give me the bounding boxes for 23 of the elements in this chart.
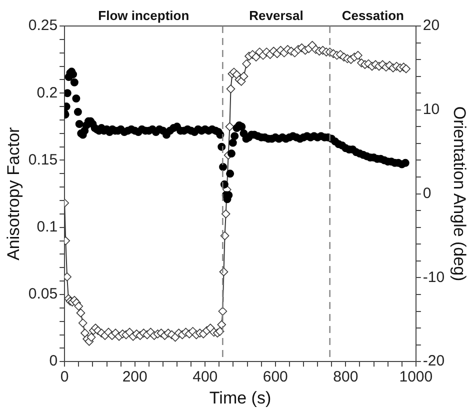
y-axis-title: Anisotropy Factor [4,126,23,260]
y-tick-label: 0.25 [28,17,58,34]
x-tick-label: 800 [333,368,358,386]
text: Reversal [249,8,304,24]
x-tick-label: 400 [192,368,218,386]
x-tick-label: 0 [60,368,69,386]
text: Cessation [342,8,404,24]
x-tick-label: 200 [122,368,148,386]
y-tick-label: 0 [49,352,58,370]
y2-tick-label: -20 [422,352,445,370]
y2-tick-label: -10 [422,268,445,286]
x-tick-label: 600 [262,368,288,386]
x-axis-title: Time (s) [209,388,272,408]
y2-tick-label: 10 [422,101,440,118]
y2-tick-label: 20 [422,17,440,34]
y-tick-label: 0.1 [36,218,58,236]
y2-axis-title: Orientation Angle (deg) [450,106,470,282]
text: Flow inception [98,8,190,24]
y-tick-label: 0.05 [28,286,58,303]
y-tick-label: 0.15 [28,151,58,168]
y-tick-label: 0.2 [36,84,58,102]
x-tick-label: 1000 [399,368,433,386]
y2-tick-label: 0 [422,184,432,202]
